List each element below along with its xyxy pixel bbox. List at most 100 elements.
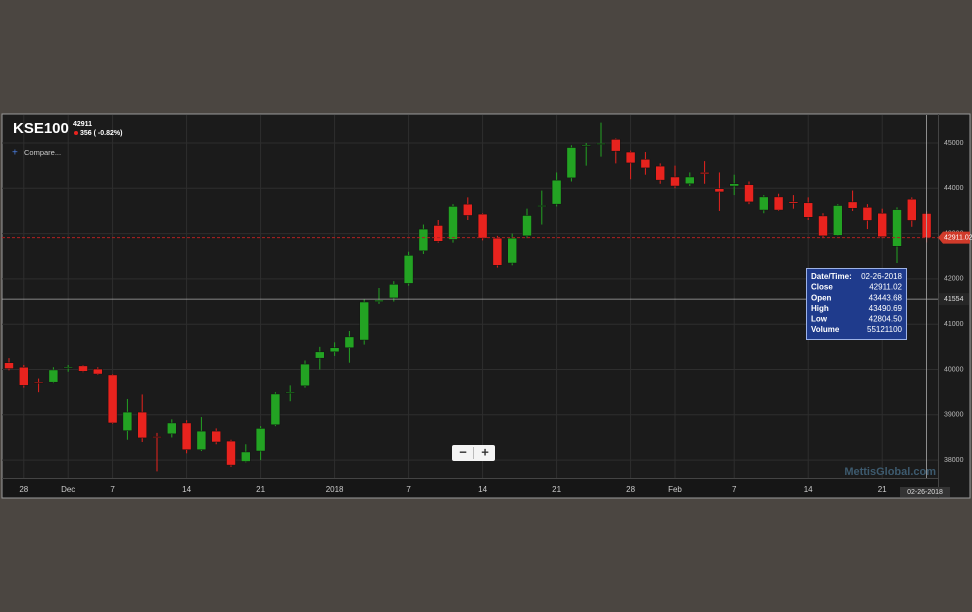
candle-body <box>300 363 310 387</box>
candle-body <box>773 196 784 211</box>
candle-body <box>640 159 651 169</box>
candle-body <box>655 165 665 181</box>
candle-body <box>611 139 621 152</box>
zoom-out-button[interactable]: − <box>459 444 467 459</box>
candle-body <box>329 347 340 353</box>
tooltip-label: High <box>811 304 829 313</box>
candle-body <box>93 368 103 375</box>
y-tick-label: 42000 <box>944 276 964 283</box>
candle-body <box>463 203 473 216</box>
candle-body <box>477 213 488 239</box>
last-price: 42911 <box>73 121 92 128</box>
ticker-title: KSE100 <box>13 120 69 137</box>
candle-body <box>551 179 562 205</box>
tooltip-label: Date/Time: <box>811 272 852 281</box>
candle-body <box>803 202 813 218</box>
candle-body <box>492 237 503 266</box>
y-tick-label: 38000 <box>944 457 964 464</box>
x-tick-label: 7 <box>406 485 411 494</box>
candle-body <box>33 381 44 384</box>
candle-body <box>374 299 384 302</box>
x-tick-label: 21 <box>256 485 265 494</box>
candle-body <box>211 430 221 443</box>
candle-body <box>344 336 355 349</box>
y-tick-label: 41000 <box>944 321 964 328</box>
tooltip-label: Volume <box>811 325 840 334</box>
candle-body <box>181 422 192 450</box>
candle-body <box>596 143 606 145</box>
candle-body <box>19 366 29 386</box>
x-tick-label: Dec <box>61 485 75 494</box>
candle-body <box>670 176 680 187</box>
x-axis-strip <box>2 478 939 498</box>
y-tick-label: 40000 <box>944 366 964 373</box>
candle-body <box>759 196 769 211</box>
candle-body <box>226 440 236 466</box>
candle-body <box>433 225 443 242</box>
candle-body <box>63 366 73 369</box>
watermark: MettisGlobal.com <box>844 466 936 478</box>
candle-body <box>685 176 695 185</box>
candle-body <box>137 411 147 439</box>
candle-body <box>152 436 162 438</box>
candle-body <box>403 255 414 284</box>
x-tick-label: 28 <box>626 485 635 494</box>
candle-body <box>522 215 532 237</box>
tooltip-box <box>806 268 907 340</box>
candle-body <box>48 369 59 383</box>
crosshair-price-tag <box>939 293 969 306</box>
last-price-label: 42911.02 <box>944 234 972 241</box>
candle-body <box>167 422 177 435</box>
tooltip-value: 42911.02 <box>869 283 902 292</box>
candle-body <box>699 172 710 175</box>
candle-body <box>241 451 251 462</box>
candle-body <box>359 301 369 341</box>
tooltip-value: 43443.68 <box>869 293 903 302</box>
candle-body <box>107 374 118 424</box>
candle-body <box>907 198 917 221</box>
candle-body <box>448 206 458 240</box>
x-tick-label: 7 <box>110 485 115 494</box>
candle-body <box>122 411 133 431</box>
candle-body <box>847 201 858 209</box>
candle-body <box>196 430 207 450</box>
tooltip-value: 02-26-2018 <box>861 272 902 281</box>
candle-body <box>862 207 873 221</box>
candle-body <box>4 362 14 369</box>
tooltip-value: 42804.50 <box>869 315 903 324</box>
candle-body <box>389 284 399 299</box>
tooltip-value: 55121100 <box>867 325 903 334</box>
candle-body <box>833 205 843 236</box>
x-tick-label: 7 <box>732 485 737 494</box>
tooltip-label: Low <box>811 315 828 324</box>
crosshair-date-tag <box>900 487 950 497</box>
candle-body <box>877 212 887 238</box>
change-dot <box>74 131 78 135</box>
x-tick-label: 21 <box>878 485 887 494</box>
candle-body <box>625 151 636 164</box>
candle-body <box>315 351 325 359</box>
tooltip-label: Close <box>811 283 833 292</box>
y-tick-label: 45000 <box>944 140 964 147</box>
candle-body <box>581 145 591 147</box>
candle-body <box>78 365 88 372</box>
y-tick-label: 44000 <box>944 185 964 192</box>
x-tick-label: 14 <box>804 485 813 494</box>
tooltip-value: 43490.69 <box>869 304 903 313</box>
candle-body <box>255 428 266 452</box>
candle-body <box>714 188 725 193</box>
x-tick-label: 21 <box>552 485 561 494</box>
compare-button[interactable]: Compare... <box>24 148 61 157</box>
candle-body <box>744 184 754 203</box>
candle-body <box>566 147 577 179</box>
zoom-in-button[interactable]: + <box>481 444 489 459</box>
x-tick-label: 14 <box>478 485 487 494</box>
y-tick-label: 39000 <box>944 412 964 419</box>
price-change: 356 ( -0.82%) <box>80 130 122 137</box>
x-tick-label: 28 <box>19 485 28 494</box>
x-tick-label: 14 <box>182 485 191 494</box>
x-tick-label: 2018 <box>326 485 344 494</box>
candle-body <box>270 393 281 426</box>
tooltip-label: Open <box>811 293 832 302</box>
